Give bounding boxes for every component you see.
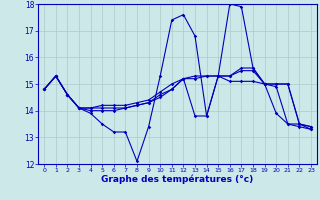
X-axis label: Graphe des températures (°c): Graphe des températures (°c) — [101, 175, 254, 184]
